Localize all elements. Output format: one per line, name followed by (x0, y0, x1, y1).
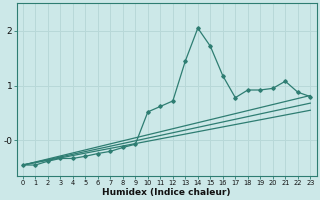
X-axis label: Humidex (Indice chaleur): Humidex (Indice chaleur) (102, 188, 231, 197)
